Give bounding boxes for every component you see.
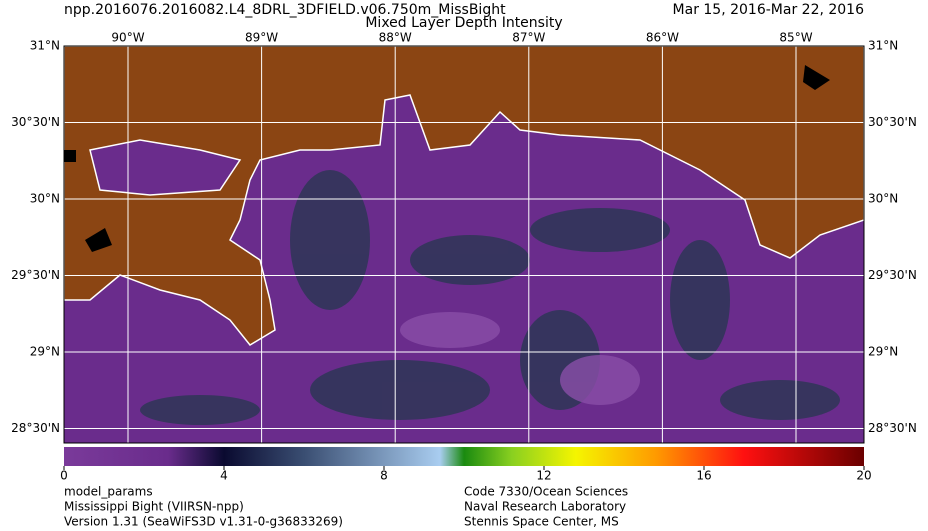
colorbar [64, 447, 864, 466]
land [64, 46, 864, 346]
lat-label: 29°30'N [11, 268, 60, 282]
lon-label: 87°W [512, 31, 545, 45]
footer-right: Stennis Space Center, MS [464, 515, 619, 529]
lat-label: 28°30'N [868, 421, 917, 435]
lat-label: 28°30'N [11, 421, 60, 435]
map-title: Mixed Layer Depth Intensity [365, 15, 562, 31]
lat-label: 29°N [30, 345, 60, 359]
footer-left: Mississippi Bight (VIIRSN-npp) [64, 500, 244, 514]
date-range: Mar 15, 2016-Mar 22, 2016 [673, 2, 865, 18]
lon-label: 90°W [111, 31, 144, 45]
footer-left: Version 1.31 (SeaWiFS3D v1.31-0-g3683326… [64, 515, 343, 529]
colorbar-tick-label: 8 [380, 469, 388, 483]
lon-label: 86°W [646, 31, 679, 45]
filename: npp.2016076.2016082.L4_8DRL_3DFIELD.v06.… [64, 2, 506, 18]
lat-label: 29°N [868, 345, 898, 359]
footer-right: Code 7330/Ocean Sciences [464, 485, 628, 499]
footer-right: Naval Research Laboratory [464, 500, 626, 514]
lat-label: 30°N [30, 192, 60, 206]
lat-label: 30°30'N [868, 115, 917, 129]
colorbar-tick-label: 0 [60, 469, 68, 483]
lon-label: 85°W [779, 31, 812, 45]
colorbar-tick-label: 12 [536, 469, 551, 483]
lon-label: 89°W [245, 31, 278, 45]
map-area [64, 46, 864, 443]
lat-label: 30°N [868, 192, 898, 206]
lon-label: 88°W [379, 31, 412, 45]
lat-label: 31°N [868, 39, 898, 53]
map-frame [63, 45, 865, 444]
colorbar-tick-label: 16 [696, 469, 711, 483]
colorbar-tick-label: 4 [220, 469, 228, 483]
lat-label: 29°30'N [868, 268, 917, 282]
lat-label: 31°N [30, 39, 60, 53]
footer-left: model_params [64, 485, 153, 499]
colorbar-tick-label: 20 [856, 469, 871, 483]
lat-label: 30°30'N [11, 115, 60, 129]
